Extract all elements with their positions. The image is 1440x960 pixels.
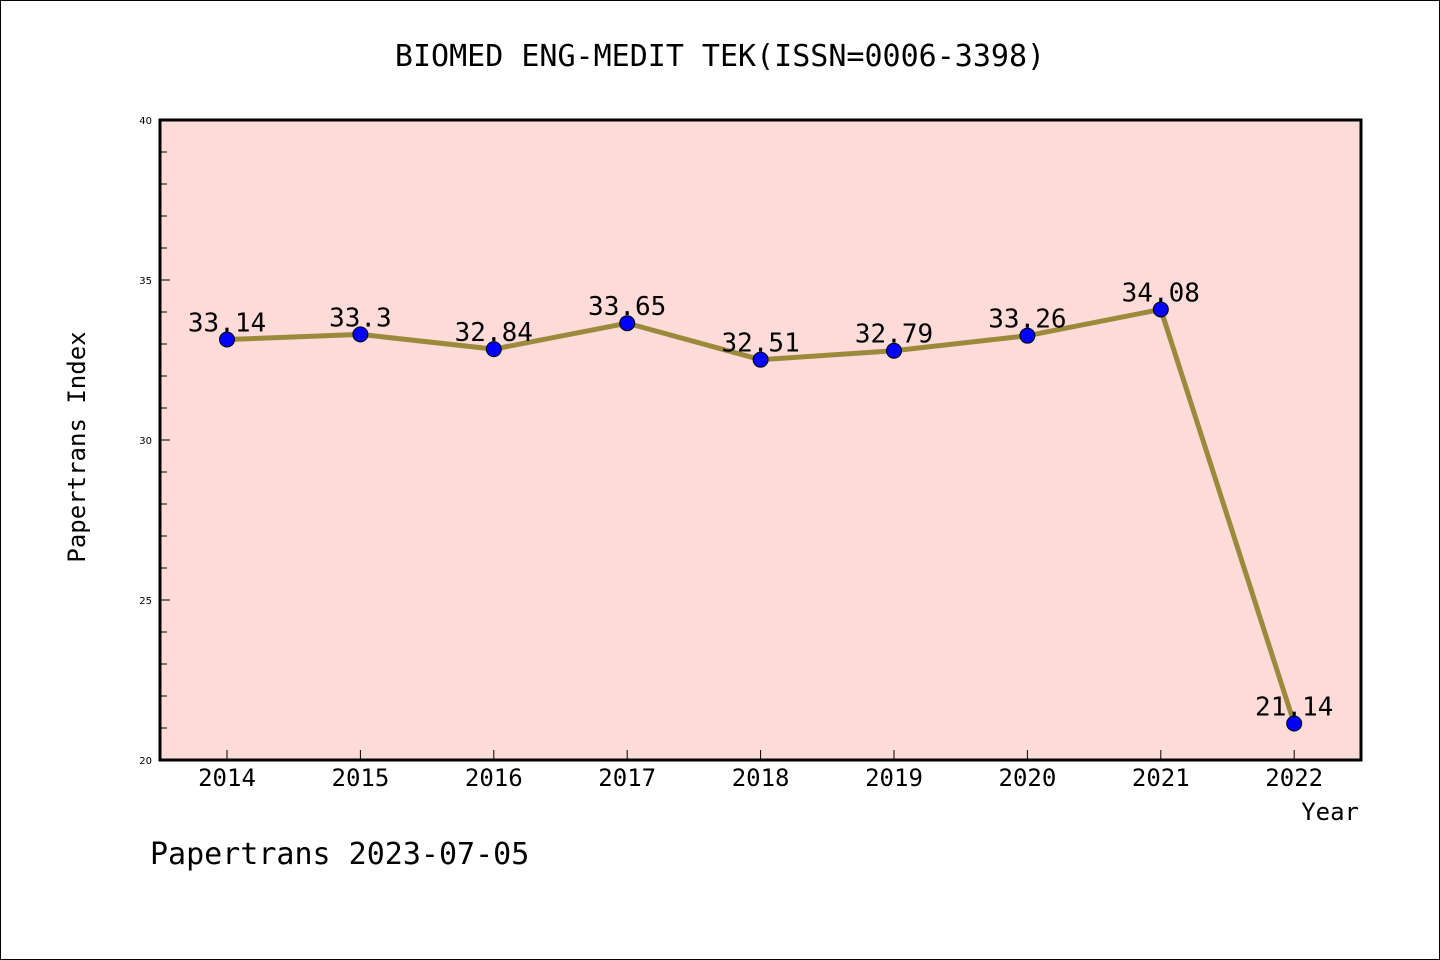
y-tick-label: 20 — [139, 756, 152, 767]
x-tick-label: 2016 — [465, 764, 523, 792]
data-label: 33.3 — [329, 303, 392, 333]
data-labels: 33.14 33.3 32.84 33.65 32.51 32.79 33.26 34.08 2… — [188, 278, 1333, 722]
plot-border — [158, 118, 1363, 762]
data-label: 21.14 — [1255, 693, 1333, 723]
x-tick-label: 2014 — [198, 764, 256, 792]
data-point — [219, 331, 235, 348]
y-tick-label: 30 — [139, 436, 152, 447]
x-tick-label: 2022 — [1265, 764, 1323, 792]
plot-area — [160, 120, 1361, 760]
y-axis-label: Papertrans Index — [63, 331, 91, 562]
chart-title: BIOMED ENG-MEDIT TEK(ISSN=0006-3398) — [395, 39, 1045, 74]
data-point — [1019, 327, 1036, 344]
data-label: 33.14 — [188, 309, 266, 339]
data-label: 34.08 — [1122, 278, 1200, 308]
y-tick-label: 40 — [139, 116, 152, 127]
footer-text: Papertrans 2023-07-05 — [150, 837, 529, 872]
data-label: 32.79 — [855, 320, 933, 350]
data-point — [1152, 301, 1169, 318]
data-point — [619, 315, 636, 332]
x-tick-label: 2021 — [1132, 764, 1190, 792]
x-tick-label: 2018 — [732, 764, 790, 792]
data-label: 33.26 — [988, 305, 1066, 335]
x-axis: 2014 2015 2016 2017 2018 2019 2020 2021 2022 — [198, 750, 1323, 792]
data-point — [752, 351, 769, 368]
data-label: 33.65 — [588, 292, 666, 322]
data-label: 32.51 — [721, 329, 799, 359]
data-point — [886, 342, 902, 359]
x-tick-label: 2017 — [598, 764, 656, 792]
data-point — [1286, 715, 1303, 732]
x-tick-label: 2015 — [332, 764, 390, 792]
data-point — [485, 341, 502, 358]
y-tick-label: 35 — [139, 276, 152, 287]
data-markers — [219, 301, 1303, 732]
data-point — [352, 326, 369, 343]
data-label: 32.84 — [455, 318, 533, 348]
y-tick-label: 25 — [139, 596, 152, 607]
x-axis-label: Year — [1301, 798, 1359, 826]
x-tick-label: 2020 — [999, 764, 1057, 792]
x-tick-label: 2019 — [865, 764, 923, 792]
